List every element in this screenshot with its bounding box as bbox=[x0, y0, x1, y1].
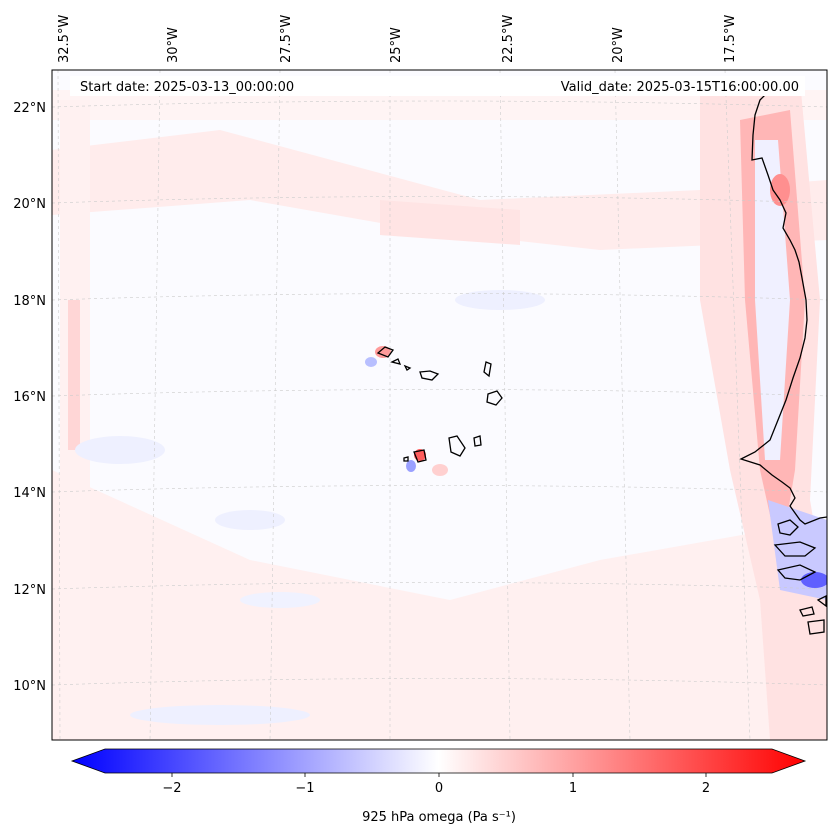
lat-label-20n: 20°N bbox=[13, 197, 46, 212]
valid-date-label: Valid_date: 2025-03-15T16:00:00.00 bbox=[561, 80, 799, 95]
parallel-22n bbox=[52, 100, 827, 108]
graticule bbox=[52, 70, 827, 740]
cb-tick-label-1: 1 bbox=[569, 781, 577, 796]
lon-label-22-5w: 22.5°W bbox=[501, 15, 516, 63]
santa-luzia-island bbox=[403, 364, 412, 371]
lat-label-10n: 10°N bbox=[13, 679, 46, 694]
parallel-12n bbox=[52, 582, 827, 590]
bissagos-2 bbox=[807, 619, 825, 635]
gambia-coast bbox=[777, 519, 799, 536]
santo-antao-island bbox=[376, 346, 395, 358]
maio-island bbox=[473, 435, 482, 447]
map-panel[interactable]: Start date: 2025-03-13_00:00:00 Valid_da… bbox=[51, 69, 829, 741]
cb-tick-label-m1: −1 bbox=[295, 781, 314, 796]
cb-tick-label-2: 2 bbox=[702, 781, 710, 796]
lon-label-20w: 20°W bbox=[611, 27, 626, 63]
lat-label-12n: 12°N bbox=[13, 583, 46, 598]
colorbar: −2 −1 0 1 2 925 hPa omega (Pa s⁻¹) bbox=[70, 748, 807, 825]
fogo-island bbox=[413, 449, 427, 463]
parallel-10n bbox=[52, 678, 827, 686]
parallel-18n bbox=[52, 293, 827, 301]
lat-label-18n: 18°N bbox=[13, 294, 46, 309]
lon-label-25w: 25°W bbox=[389, 27, 404, 63]
sao-vicente-island bbox=[390, 358, 402, 365]
map-frame bbox=[51, 69, 828, 741]
parallel-14n bbox=[52, 485, 827, 493]
bissagos-1 bbox=[799, 606, 815, 617]
cb-tick-label-0: 0 bbox=[435, 781, 443, 796]
mainland-coast bbox=[739, 94, 827, 525]
meridian-32-5w bbox=[57, 70, 61, 740]
meridian-30w bbox=[149, 70, 161, 740]
colorbar-bar bbox=[70, 748, 807, 774]
header-box bbox=[70, 76, 805, 96]
bissagos-3 bbox=[816, 594, 827, 608]
meridian-27-5w bbox=[269, 70, 281, 740]
boa-vista-island bbox=[486, 390, 503, 406]
meridian-20w bbox=[614, 70, 631, 740]
sao-nicolau-island bbox=[419, 370, 440, 381]
guinea-coast-1 bbox=[773, 541, 817, 557]
latitude-labels: 22°N 20°N 18°N 16°N 14°N 12°N 10°N bbox=[13, 101, 46, 694]
lon-label-27-5w: 27.5°W bbox=[279, 15, 294, 63]
longitude-labels: 32.5°W 30°W 27.5°W 25°W 22.5°W 20°W 17.5… bbox=[57, 15, 738, 63]
lon-label-32-5w: 32.5°W bbox=[57, 15, 72, 63]
santiago-island bbox=[448, 435, 466, 457]
sal-island bbox=[483, 361, 492, 378]
cb-tick-label-m2: −2 bbox=[162, 781, 181, 796]
lat-label-22n: 22°N bbox=[13, 101, 46, 116]
start-date-label: Start date: 2025-03-13_00:00:00 bbox=[80, 80, 294, 95]
parallel-20n bbox=[52, 196, 827, 204]
colorbar-ticks bbox=[171, 773, 707, 777]
lat-label-14n: 14°N bbox=[13, 486, 46, 501]
lat-label-16n: 16°N bbox=[13, 390, 46, 405]
guinea-coast-2 bbox=[776, 564, 817, 581]
lon-label-30w: 30°W bbox=[166, 27, 181, 63]
brava-island bbox=[403, 456, 409, 462]
parallel-16n bbox=[52, 389, 827, 397]
coastline bbox=[376, 94, 827, 635]
meridian-22-5w bbox=[499, 70, 511, 740]
lon-label-17-5w: 17.5°W bbox=[723, 15, 738, 63]
colorbar-title: 925 hPa omega (Pa s⁻¹) bbox=[362, 810, 516, 825]
meridian-17-5w bbox=[724, 70, 751, 740]
